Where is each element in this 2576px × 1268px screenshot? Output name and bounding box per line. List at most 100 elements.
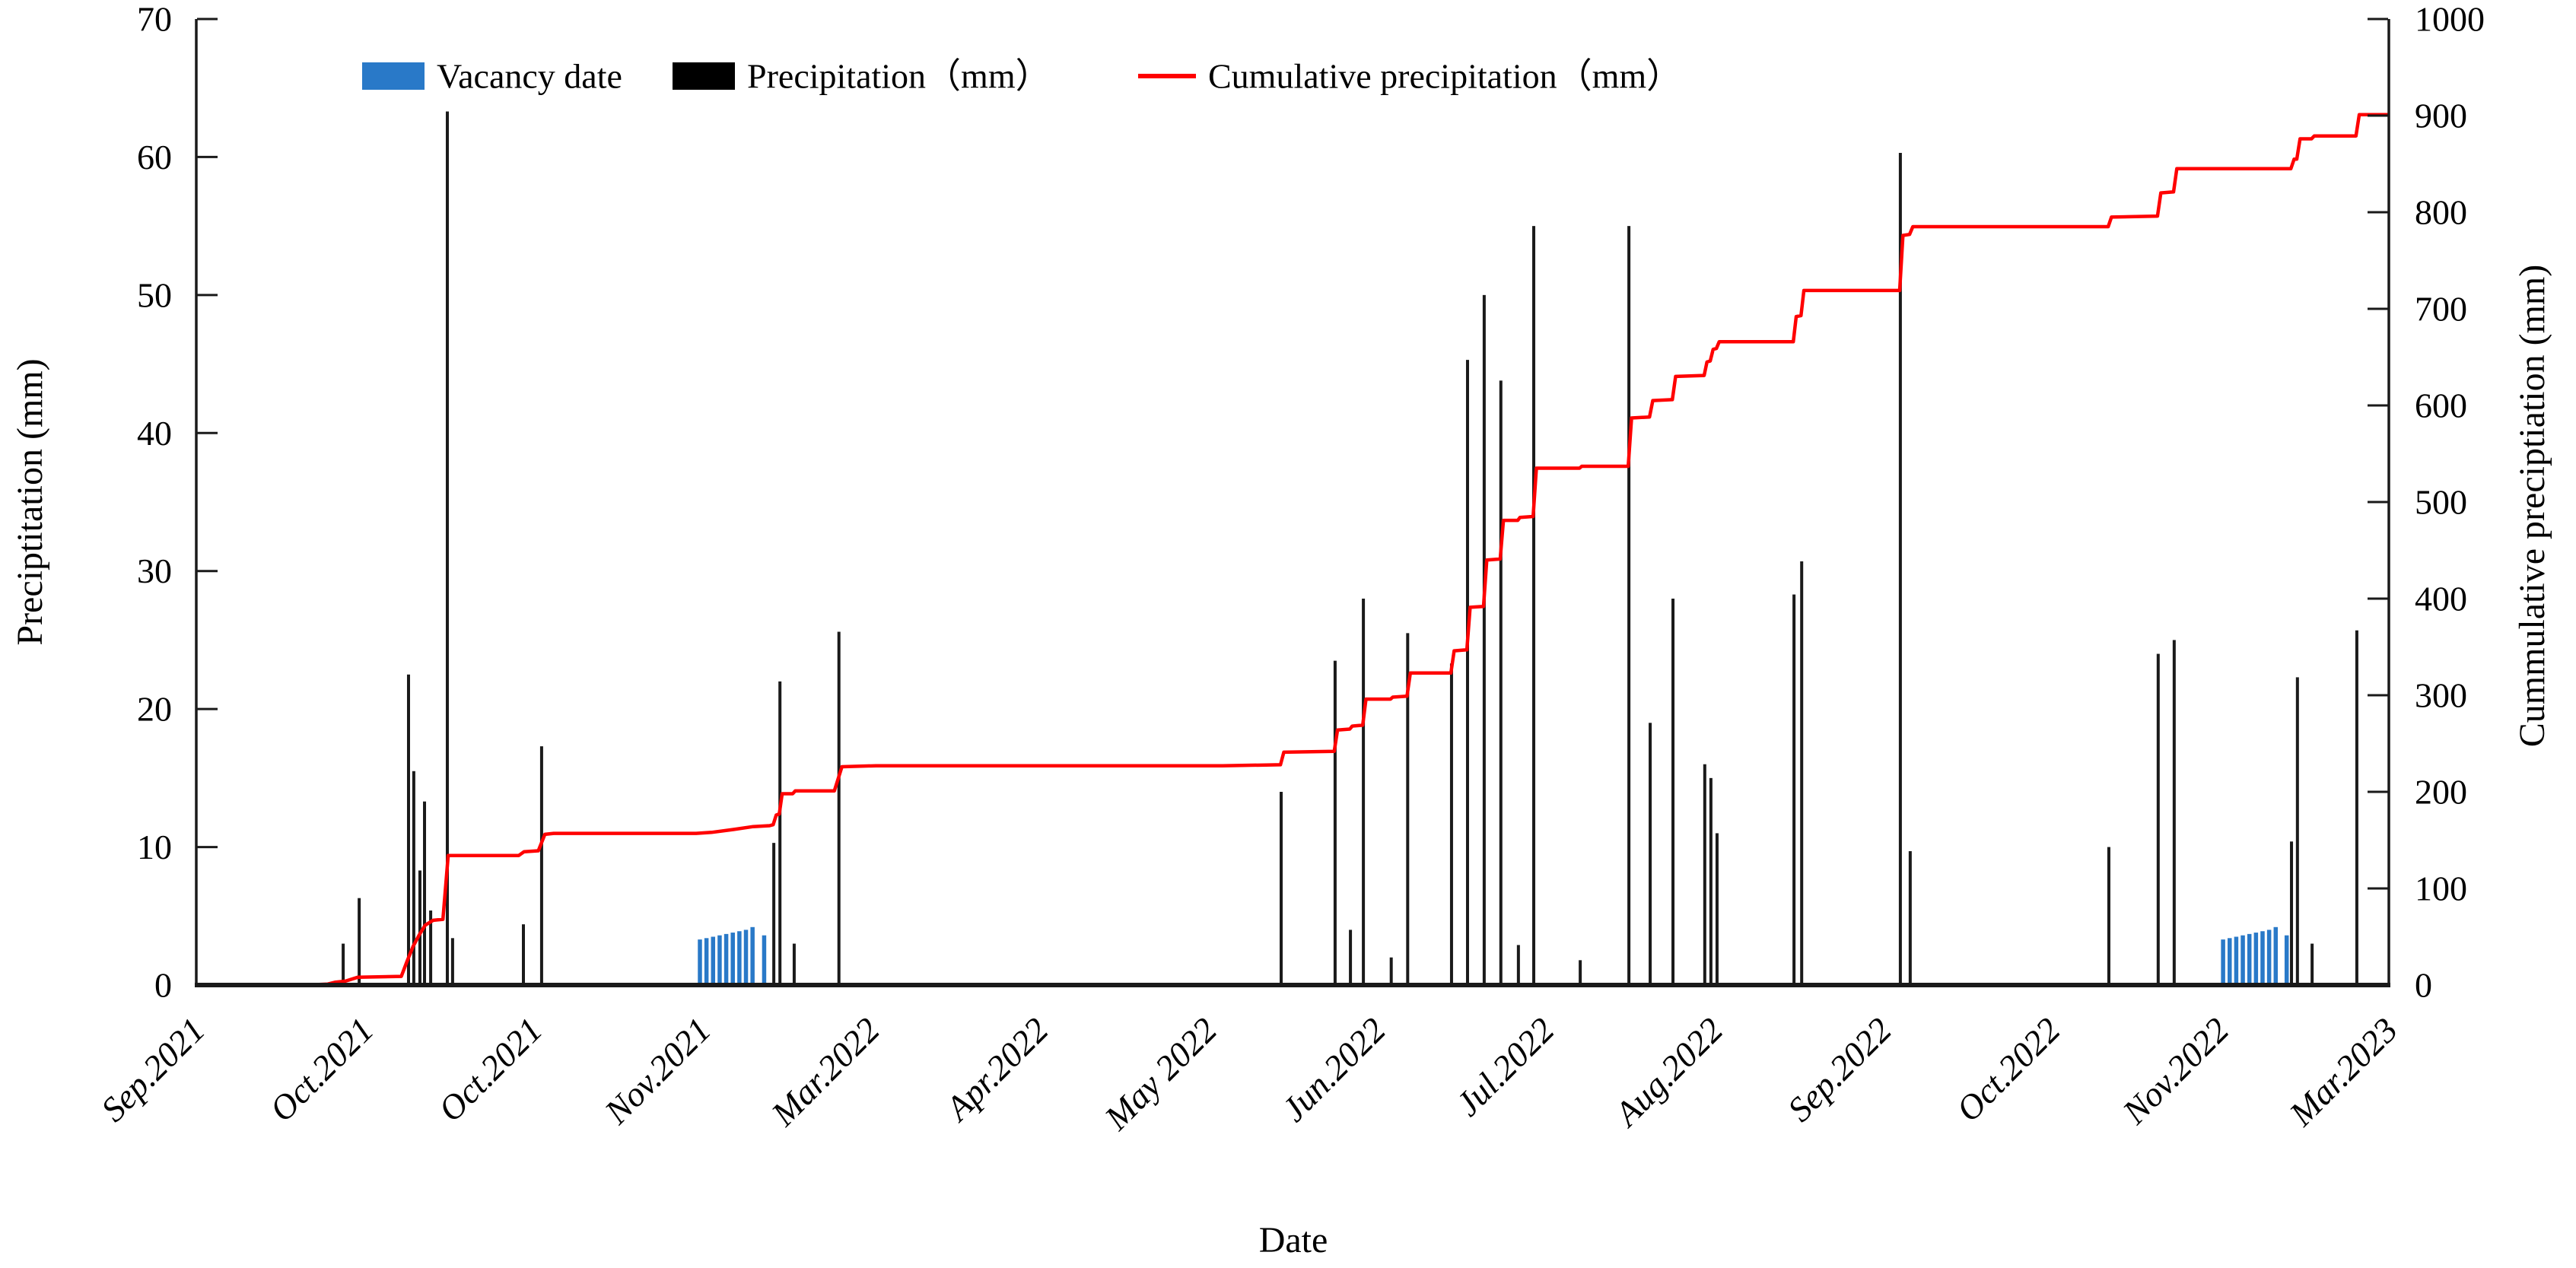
x-axis-tick-label: Jul.2022 [1449, 1010, 1562, 1123]
precipitation-bar [778, 681, 782, 985]
x-axis-tick-label: Oct.2021 [431, 1010, 549, 1129]
precipitation-bar [1800, 561, 1804, 985]
right-axis-tick-label: 300 [2415, 676, 2467, 715]
precipitation-bar [539, 746, 543, 985]
x-axis-tick-label: Oct.2021 [262, 1010, 381, 1129]
right-axis-title: Cummulative preciptiation (mm) [2512, 265, 2552, 748]
precipitation-bar [1709, 777, 1713, 985]
x-axis: Sep.2021 Oct.2021 Oct.2021 Nov.2021 Mar.2022… [94, 1010, 2405, 1138]
right-axis-tick-label: 600 [2415, 386, 2467, 425]
vacancy-bar [2266, 930, 2272, 985]
vacancy-bar [2247, 933, 2252, 985]
precipitation-bar [1362, 599, 1366, 985]
precipitation-bar [837, 631, 841, 985]
left-axis-tick-label: 30 [137, 551, 172, 590]
x-axis-tick-label: Apr.2022 [937, 1010, 1056, 1130]
vacancy-bar [2221, 939, 2225, 985]
precipitation-bars [342, 111, 2358, 986]
precipitation-bar [342, 943, 345, 985]
right-axis-tick-label: 1000 [2415, 0, 2485, 39]
precipitation-bar [1627, 226, 1631, 986]
vacancy-bar [2240, 935, 2245, 985]
precipitation-bar [521, 924, 525, 985]
precipitation-bar [1482, 294, 1486, 985]
precipitation-bar [2290, 841, 2294, 985]
precipitation-bar [423, 801, 427, 985]
precipitation-bar [2107, 847, 2110, 985]
vacancy-bar [737, 931, 742, 985]
left-axis-tick-label: 0 [154, 966, 172, 1005]
right-axis-tick-label: 200 [2415, 773, 2467, 812]
right-axis-tick-label: 100 [2415, 869, 2467, 908]
x-axis-tick-label: Nov.2021 [596, 1010, 718, 1132]
x-axis-tick-label: Aug.2022 [1606, 1010, 1731, 1135]
vacancy-bar [762, 935, 767, 985]
left-axis-tick-label: 40 [137, 414, 172, 453]
right-axis-tick-label: 500 [2415, 483, 2467, 522]
precipitation-bar [412, 771, 415, 985]
vacancy-bar [2228, 938, 2232, 985]
legend-swatch-precipitation [673, 62, 735, 90]
precipitation-bar [1349, 930, 1353, 985]
left-axis-tick-label: 70 [137, 0, 172, 39]
precipitation-bar [2156, 653, 2160, 985]
vacancy-bar [711, 936, 716, 985]
vacancy-bar [698, 939, 702, 985]
left-axis-title: Preciptitation (mm) [10, 358, 50, 645]
precipitation-bar [445, 111, 449, 986]
precipitation-bar [406, 674, 410, 985]
precipitation-bar [1465, 360, 1469, 986]
right-axis-tick-label: 800 [2415, 193, 2467, 232]
vacancy-bar [743, 930, 749, 985]
left-axis-tick-label: 50 [137, 275, 172, 314]
x-axis-tick-label: Nov.2022 [2114, 1010, 2236, 1132]
precipitation-bar [1406, 633, 1410, 985]
left-axis-tick-label: 20 [137, 690, 172, 729]
precipitation-bar [418, 870, 421, 985]
vacancy-bar [2284, 935, 2289, 985]
precipitation-bar [1333, 660, 1337, 985]
precipitation-bar [1703, 764, 1706, 985]
vacancy-bar [704, 938, 709, 985]
right-axis: 0 100 200 300 400 500 600 700 800 900 1000 [2368, 0, 2485, 1005]
vacancy-bar [2253, 933, 2259, 985]
right-axis-tick-label: 400 [2415, 580, 2467, 618]
precipitation-bar [2295, 677, 2299, 985]
legend-swatch-vacancy [362, 62, 425, 90]
legend-label-precipitation: Precipitation（mm） [747, 57, 1051, 96]
x-axis-tick-label: Sep.2021 [94, 1010, 212, 1129]
x-axis-tick-label: Oct.2022 [1948, 1010, 2067, 1129]
precipitation-bar [1671, 599, 1675, 985]
cumulative-precipitation-line [196, 113, 2389, 987]
x-axis-title: Date [1259, 1220, 1328, 1260]
precipitation-bar [1579, 960, 1582, 985]
left-axis: 0 10 20 30 40 50 60 70 [137, 0, 218, 1005]
axes [195, 19, 2390, 987]
left-axis-tick-label: 60 [137, 138, 172, 176]
precipitation-bar [450, 938, 454, 985]
precipitation-bar [1792, 594, 1796, 985]
precipitation-bar [1532, 226, 1536, 986]
left-axis-tick-label: 10 [137, 828, 172, 866]
precipitation-bar [429, 910, 433, 985]
precipitation-bar [1898, 152, 1902, 985]
precipitation-bar [2172, 640, 2176, 985]
x-axis-tick-label: Mar.2023 [2282, 1010, 2405, 1133]
vacancy-bar [2260, 931, 2265, 985]
precipitation-bar [1499, 380, 1503, 985]
legend-label-vacancy: Vacancy date [437, 57, 622, 96]
right-axis-tick-label: 0 [2415, 966, 2432, 1005]
right-axis-tick-label: 700 [2415, 290, 2467, 329]
precipitation-bar [1715, 833, 1719, 985]
x-axis-tick-label: Mar.2022 [763, 1010, 886, 1133]
precipitation-bar [792, 943, 796, 985]
legend: Vacancy date Precipitation（mm） Cumulative … [362, 57, 1681, 96]
x-axis-tick-label: Sep.2022 [1780, 1010, 1899, 1129]
precipitation-bar [2355, 630, 2358, 985]
right-axis-tick-label: 900 [2415, 97, 2467, 135]
precipitation-bar [772, 843, 776, 985]
x-axis-tick-label: May 2022 [1096, 1010, 1224, 1138]
vacancy-bar [730, 933, 735, 985]
